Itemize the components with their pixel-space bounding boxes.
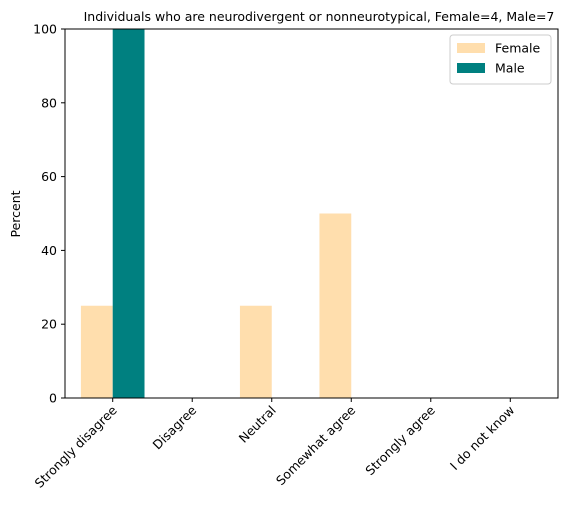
y-tick-label: 0 [49,391,57,406]
legend-swatch-female [457,43,485,53]
legend-swatch-male [457,63,485,73]
bar-female-2 [239,305,272,398]
y-tick-label: 60 [41,169,57,184]
x-tick-label: Strongly agree [362,402,438,478]
x-tick-label: Disagree [150,402,200,452]
axes-frame [64,28,559,399]
x-tick-label: Neutral [236,403,279,446]
bar-female-0 [80,305,113,398]
chart-title: Individuals who are neurodivergent or no… [84,9,555,24]
bar-female-3 [319,213,352,398]
x-tick-label: I do not know [447,403,518,474]
x-tick-label: Strongly disagree [32,402,120,490]
legend: Female Male [449,34,552,85]
x-tick-label: Somewhat agree [273,402,359,488]
bar-male-0 [112,29,145,398]
y-tick-label: 100 [33,22,57,37]
legend-label-male: Male [495,61,525,76]
y-tick-label: 20 [41,317,57,332]
y-axis-label: Percent [8,190,23,237]
y-tick-label: 80 [41,95,57,110]
legend-label-female: Female [495,41,541,56]
plot-area: 0 20 40 60 80 100 Strongly disagree Disagree Neu… [32,22,559,491]
y-tick-label: 40 [41,243,57,258]
